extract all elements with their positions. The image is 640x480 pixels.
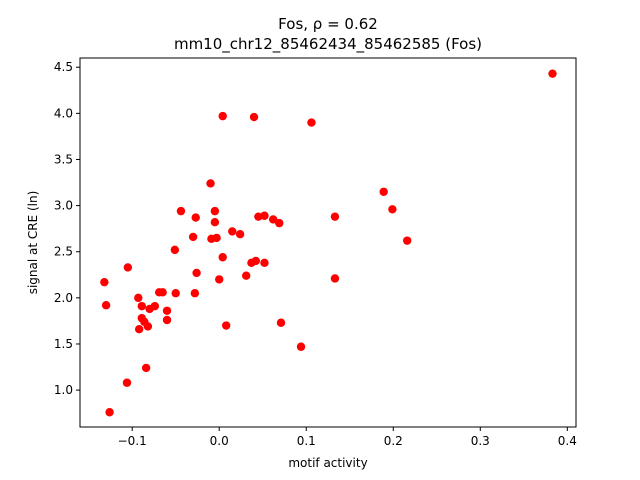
data-point [215, 275, 224, 284]
data-point [268, 215, 278, 224]
data-point [100, 277, 109, 287]
data-point [251, 256, 260, 266]
data-point [228, 227, 237, 236]
data-point [296, 342, 306, 351]
data-point [134, 325, 144, 334]
data-point [388, 205, 397, 214]
data-point [191, 213, 200, 222]
data-point [141, 363, 151, 373]
data-point [210, 218, 220, 227]
y-tick-label: 2.5 [54, 245, 73, 259]
y-tick-label: 1.0 [54, 383, 73, 397]
data-point [171, 289, 180, 298]
data-point [212, 233, 221, 243]
y-tick-label: 1.5 [54, 337, 73, 351]
data-point [162, 315, 172, 325]
x-tick-label: 0.4 [558, 434, 577, 448]
data-point [134, 293, 143, 303]
data-point [402, 236, 412, 245]
y-tick-label: 3.5 [54, 152, 73, 166]
data-point [330, 274, 340, 283]
data-point [162, 306, 172, 315]
data-point [221, 321, 231, 330]
data-point [206, 179, 215, 188]
x-axis-label: motif activity [288, 456, 367, 470]
data-point [330, 212, 340, 221]
data-point [123, 263, 133, 272]
chart-title-line1: Fos, ρ = 0.62 [278, 15, 378, 33]
y-tick-label: 4.5 [54, 60, 73, 74]
data-point [137, 301, 146, 311]
x-tick-label: −0.1 [118, 434, 147, 448]
x-axis-ticks: −0.1 0.0 0.1 0.2 0.3 0.4 [118, 427, 577, 448]
data-point [188, 232, 198, 242]
data-point [548, 69, 557, 78]
x-tick-label: 0.2 [384, 434, 403, 448]
chart-title-line2: mm10_chr12_85462434_85462585 (Fos) [174, 35, 482, 54]
data-point [150, 301, 160, 311]
data-point [176, 206, 186, 216]
data-point [192, 268, 201, 278]
data-point [260, 211, 269, 220]
data-point [170, 245, 180, 255]
data-point [242, 271, 251, 280]
plot-frame [79, 57, 577, 428]
y-tick-label: 3.0 [54, 199, 73, 213]
data-point [235, 229, 245, 239]
y-tick-label: 4.0 [54, 106, 73, 120]
data-point [249, 112, 259, 122]
y-axis-ticks: 1.0 1.5 2.0 2.5 3.0 3.5 4.0 4.5 [54, 60, 80, 397]
data-point [158, 288, 167, 297]
data-point [275, 218, 284, 228]
plot-area [80, 58, 576, 427]
data-point [379, 187, 388, 196]
y-tick-label: 2.0 [54, 291, 73, 305]
x-tick-label: 0.1 [297, 434, 316, 448]
data-point [210, 206, 220, 216]
data-point [260, 258, 269, 267]
data-point [218, 253, 227, 262]
data-point [101, 301, 111, 310]
x-tick-label: 0.0 [210, 434, 229, 448]
points-layer [100, 69, 557, 417]
data-point [122, 378, 132, 387]
data-point [276, 318, 286, 327]
x-tick-label: 0.3 [471, 434, 490, 448]
data-point [218, 111, 227, 121]
data-point [307, 118, 316, 127]
data-point [105, 408, 114, 417]
data-point [143, 322, 153, 331]
y-axis-label: signal at CRE (ln) [26, 191, 40, 295]
data-point [190, 289, 200, 298]
